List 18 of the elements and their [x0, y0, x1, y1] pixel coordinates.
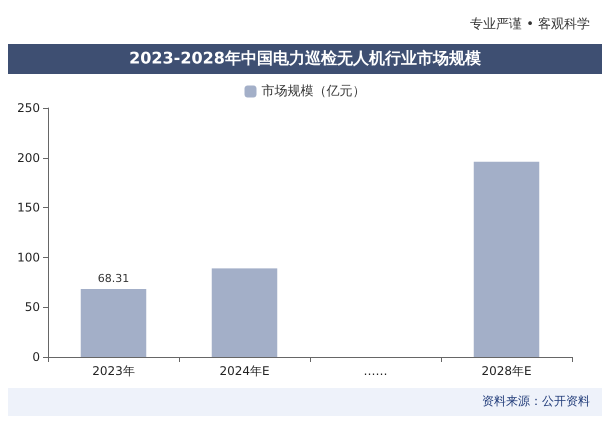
legend-label: 市场规模（亿元） — [262, 84, 366, 99]
bar — [212, 268, 278, 357]
bar — [80, 288, 146, 357]
data-label: 68.31 — [98, 272, 130, 285]
chart-title: 2023-2028年中国电力巡检无人机行业市场规模 — [129, 48, 481, 68]
text: 专业严谨 • 客观科学 — [470, 16, 590, 32]
y-tick-label: 100 — [17, 250, 40, 264]
x-tick-label: 2028年E — [481, 364, 532, 378]
y-tick-label: 0 — [32, 350, 40, 364]
x-tick-label: 2023年 — [92, 364, 135, 378]
text: 资料来源：公开资料 — [482, 394, 590, 408]
x-tick-label: …… — [364, 364, 388, 378]
x-tick-label: 2024年E — [219, 364, 270, 378]
y-tick-label: 250 — [17, 101, 40, 115]
y-tick-label: 50 — [24, 300, 40, 314]
y-tick-label: 200 — [17, 150, 40, 165]
bar — [474, 162, 540, 357]
y-tick-label: 150 — [17, 200, 40, 215]
